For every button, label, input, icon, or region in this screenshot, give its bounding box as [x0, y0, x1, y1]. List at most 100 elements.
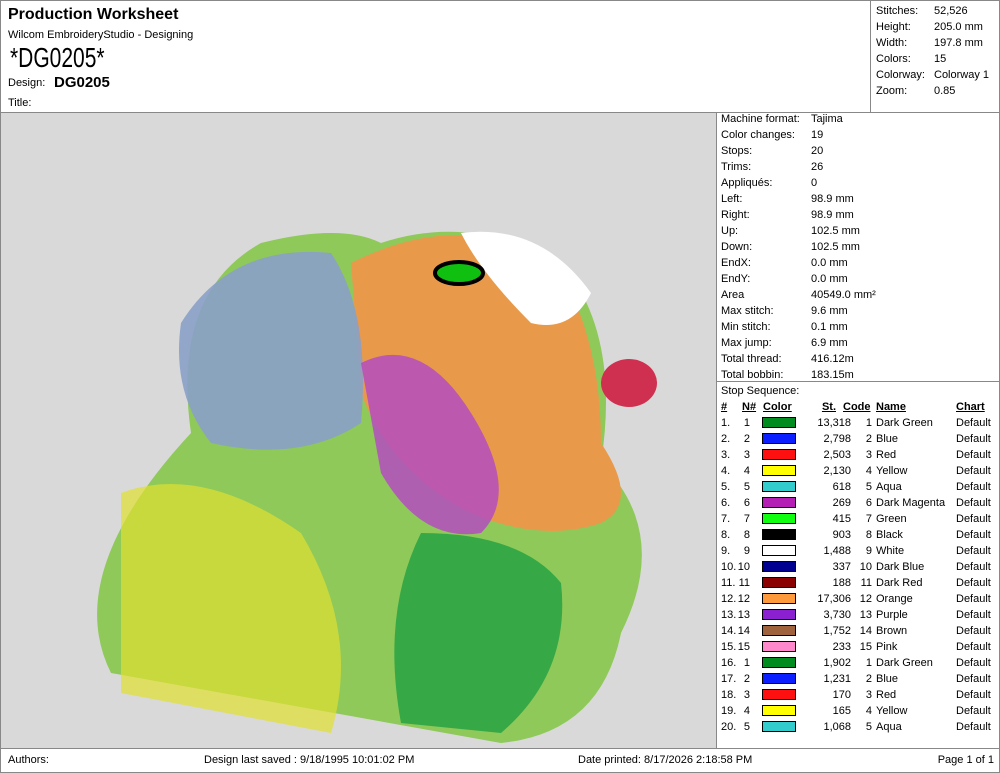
summary-label: Colorway:	[876, 69, 925, 81]
row-number: 3.	[721, 449, 731, 461]
color-name: Dark Blue	[876, 561, 925, 573]
needle-number: 2	[743, 433, 750, 445]
machine-value: 40549.0 mm²	[811, 289, 876, 301]
needle-number: 1	[743, 417, 750, 429]
machine-value: 0.1 mm	[811, 321, 848, 333]
row-number: 8.	[721, 529, 731, 541]
chart-name: Default	[956, 417, 991, 429]
machine-label: EndY:	[721, 273, 751, 285]
stitch-count: 188	[832, 577, 851, 589]
color-code: 4	[865, 465, 872, 477]
page-number: Page 1 of 1	[937, 754, 994, 766]
needle-number: 13	[737, 609, 750, 621]
title: Production Worksheet	[8, 6, 179, 23]
stitch-count: 337	[832, 561, 851, 573]
machine-value: 19	[811, 129, 824, 141]
authors-label: Authors:	[8, 754, 49, 766]
chart-name: Default	[956, 433, 991, 445]
color-swatch	[762, 689, 796, 700]
design-illustration	[97, 231, 657, 743]
chart-name: Default	[956, 529, 991, 541]
column-header: St.	[821, 401, 836, 413]
chart-name: Default	[956, 657, 991, 669]
machine-label: Left:	[721, 193, 743, 205]
color-swatch	[762, 513, 796, 524]
column-header: Name	[876, 401, 906, 413]
machine-value: 0.0 mm	[811, 273, 848, 285]
row-number: 9.	[721, 545, 731, 557]
row-number: 10.	[721, 561, 737, 573]
machine-label: Max jump:	[721, 337, 772, 349]
chart-name: Default	[956, 577, 991, 589]
color-swatch	[762, 465, 796, 476]
color-code: 3	[865, 689, 872, 701]
color-swatch	[762, 593, 796, 604]
row-number: 6.	[721, 497, 731, 509]
design-label: Design:	[8, 77, 46, 89]
color-swatch	[762, 673, 796, 684]
summary-label: Zoom:	[876, 85, 908, 97]
color-name: Aqua	[876, 721, 902, 733]
last-saved: Design last saved : 9/18/1995 10:01:02 P…	[204, 754, 415, 766]
color-name: Yellow	[876, 705, 908, 717]
chart-name: Default	[956, 449, 991, 461]
color-name: Pink	[876, 641, 898, 653]
chart-name: Default	[956, 481, 991, 493]
summary-label: Height:	[876, 21, 911, 33]
machine-label: Up:	[721, 225, 739, 237]
needle-number: 11	[738, 577, 750, 589]
machine-label: Color changes:	[721, 129, 795, 141]
row-number: 13.	[721, 609, 737, 621]
machine-label: Down:	[721, 241, 753, 253]
color-name: White	[876, 545, 905, 557]
stitch-count: 903	[832, 529, 851, 541]
stitch-count: 618	[832, 481, 851, 493]
stitch-count: 1,752	[823, 625, 851, 637]
machine-label: Area	[721, 289, 745, 301]
design-name: DG0205	[54, 74, 110, 91]
color-name: Brown	[876, 625, 908, 637]
chart-name: Default	[956, 721, 991, 733]
machine-value: Tajima	[811, 113, 843, 125]
machine-value: 26	[811, 161, 824, 173]
stitch-count: 2,798	[823, 433, 851, 445]
row-number: 2.	[721, 433, 731, 445]
machine-label: Max stitch:	[721, 305, 774, 317]
color-swatch	[762, 481, 796, 492]
stitch-count: 170	[832, 689, 851, 701]
color-name: Dark Green	[876, 417, 933, 429]
color-swatch	[762, 625, 796, 636]
chart-name: Default	[956, 561, 991, 573]
row-number: 15.	[721, 641, 737, 653]
chart-name: Default	[956, 497, 991, 509]
color-name: Yellow	[876, 465, 908, 477]
color-name: Dark Magenta	[876, 497, 946, 509]
needle-number: 6	[743, 497, 750, 509]
color-code: 1	[865, 657, 872, 669]
panel-divider	[716, 381, 1000, 382]
color-name: Red	[876, 449, 897, 461]
color-code: 14	[859, 625, 872, 637]
column-header: #	[721, 401, 728, 413]
machine-label: Trims:	[721, 161, 752, 173]
date-printed: Date printed: 8/17/2026 2:18:58 PM	[578, 754, 753, 766]
summary-value: 15	[934, 53, 947, 65]
design-preview	[0, 112, 717, 749]
needle-number: 2	[743, 673, 750, 685]
needle-number: 14	[737, 625, 750, 637]
color-swatch	[762, 657, 796, 668]
stitch-count: 17,306	[817, 593, 851, 605]
color-code: 1	[865, 417, 872, 429]
column-header: Color	[763, 401, 792, 413]
color-name: Dark Red	[876, 577, 923, 589]
machine-value: 98.9 mm	[811, 193, 854, 205]
color-swatch	[762, 497, 796, 508]
summary-value: 205.0 mm	[934, 21, 983, 33]
needle-number: 9	[743, 545, 750, 557]
color-name: Black	[876, 529, 903, 541]
row-number: 16.	[721, 657, 737, 669]
chart-name: Default	[956, 641, 991, 653]
color-swatch	[762, 545, 796, 556]
machine-value: 20	[811, 145, 824, 157]
color-name: Orange	[876, 593, 913, 605]
